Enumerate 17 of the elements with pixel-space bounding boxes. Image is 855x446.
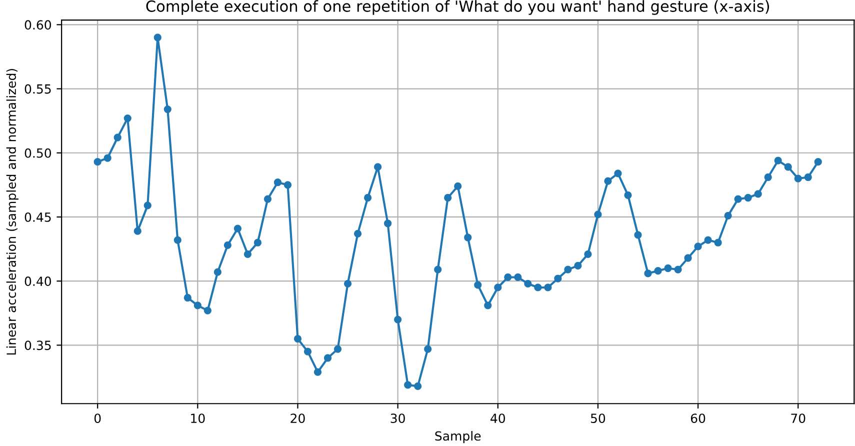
x-tick-label: 0 [94,414,101,424]
x-tick-label: 40 [490,414,506,424]
y-tick-label: 0.55 [24,84,51,94]
y-tick-label: 0.35 [24,340,51,350]
y-tick-label: 0.40 [24,276,52,286]
x-tick-label: 10 [191,414,205,424]
x-tick-label: 30 [390,414,405,424]
x-tick-label: 50 [590,414,606,424]
x-tick-label: 60 [690,414,706,424]
y-tick-label: 0.45 [24,212,51,222]
y-tick-label: 0.50 [24,148,52,158]
chart-title: Complete execution of one repetition of 'What do you want' hand gesture (x-axis) [146,0,770,15]
y-axis-title: Linear acceleration (sampled and normalized) [6,69,18,355]
y-tick-label: 0.60 [24,20,52,30]
x-axis-title: Sample [435,431,481,444]
x-tick-label: 20 [290,414,305,424]
x-tick-label: 70 [791,414,806,424]
